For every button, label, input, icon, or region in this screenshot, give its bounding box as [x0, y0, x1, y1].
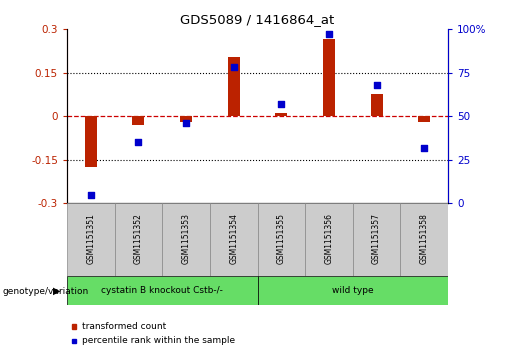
- Bar: [401, 203, 448, 276]
- Text: GSM1151351: GSM1151351: [87, 213, 95, 264]
- Bar: [67, 276, 258, 305]
- Point: [87, 192, 95, 197]
- Bar: [85, 116, 97, 167]
- Text: GSM1151355: GSM1151355: [277, 213, 286, 264]
- Text: GDS5089 / 1416864_at: GDS5089 / 1416864_at: [180, 13, 335, 26]
- Text: GSM1151354: GSM1151354: [229, 213, 238, 264]
- Text: percentile rank within the sample: percentile rank within the sample: [81, 337, 235, 345]
- Point: [277, 101, 285, 107]
- Point: [134, 139, 143, 145]
- Text: GSM1151356: GSM1151356: [324, 213, 333, 264]
- Text: GSM1151358: GSM1151358: [420, 213, 428, 264]
- Bar: [258, 276, 448, 305]
- Point: [325, 31, 333, 37]
- Text: GSM1151353: GSM1151353: [182, 213, 191, 264]
- Bar: [72, 339, 76, 343]
- Bar: [258, 203, 305, 276]
- Text: wild type: wild type: [332, 286, 373, 295]
- Bar: [323, 39, 335, 116]
- Bar: [353, 203, 401, 276]
- Bar: [305, 203, 353, 276]
- Bar: [72, 324, 76, 329]
- Point: [420, 144, 428, 150]
- Point: [372, 82, 381, 88]
- Text: ▶: ▶: [53, 286, 61, 296]
- Bar: [132, 116, 144, 125]
- Text: GSM1151352: GSM1151352: [134, 213, 143, 264]
- Point: [182, 120, 190, 126]
- Bar: [276, 113, 287, 116]
- Bar: [114, 203, 162, 276]
- Point: [230, 65, 238, 70]
- Text: GSM1151357: GSM1151357: [372, 213, 381, 264]
- Text: transformed count: transformed count: [81, 322, 166, 331]
- Bar: [210, 203, 258, 276]
- Bar: [418, 116, 430, 122]
- Bar: [67, 203, 115, 276]
- Bar: [371, 94, 383, 116]
- Bar: [180, 116, 192, 122]
- Bar: [228, 57, 239, 116]
- Text: cystatin B knockout Cstb-/-: cystatin B knockout Cstb-/-: [101, 286, 223, 295]
- Text: genotype/variation: genotype/variation: [3, 287, 89, 295]
- Bar: [162, 203, 210, 276]
